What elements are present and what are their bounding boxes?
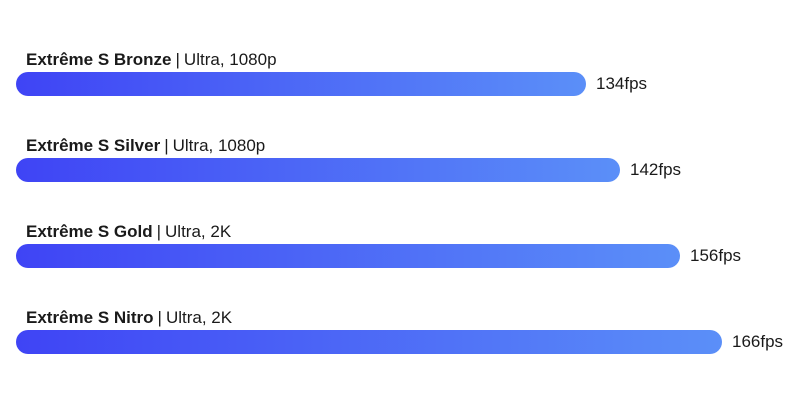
category-label: Extrême S Silver | Ultra, 1080p (26, 136, 265, 156)
bar-row: Extrême S Silver | Ultra, 1080p 142fps (16, 136, 786, 196)
product-name: Extrême S Gold (26, 222, 153, 241)
bar (16, 330, 722, 354)
category-label: Extrême S Bronze | Ultra, 1080p (26, 50, 277, 70)
product-name: Extrême S Bronze (26, 50, 172, 69)
category-label: Extrême S Gold | Ultra, 2K (26, 222, 231, 242)
category-label: Extrême S Nitro | Ultra, 2K (26, 308, 232, 328)
bar (16, 158, 620, 182)
settings-label: Ultra, 1080p (183, 50, 277, 69)
bar-row: Extrême S Nitro | Ultra, 2K 166fps (16, 308, 786, 368)
label-separator: | (164, 136, 169, 155)
product-name: Extrême S Silver (26, 136, 161, 155)
value-label: 166fps (732, 332, 784, 351)
settings-label: Ultra, 1080p (172, 136, 266, 155)
label-separator: | (175, 50, 180, 69)
settings-label: Ultra, 2K (165, 222, 232, 241)
product-name: Extrême S Nitro (26, 308, 154, 327)
label-separator: | (156, 222, 162, 241)
label-separator: | (157, 308, 162, 327)
value-label: 156fps (690, 246, 742, 265)
settings-label: Ultra, 2K (165, 308, 233, 327)
value-label: 142fps (630, 160, 682, 179)
value-label: 134fps (596, 74, 648, 93)
bar (16, 244, 680, 268)
bar-row: Extrême S Bronze | Ultra, 1080p 134fps (16, 50, 786, 110)
bar-row: Extrême S Gold | Ultra, 2K 156fps (16, 222, 786, 282)
bar (16, 72, 586, 96)
